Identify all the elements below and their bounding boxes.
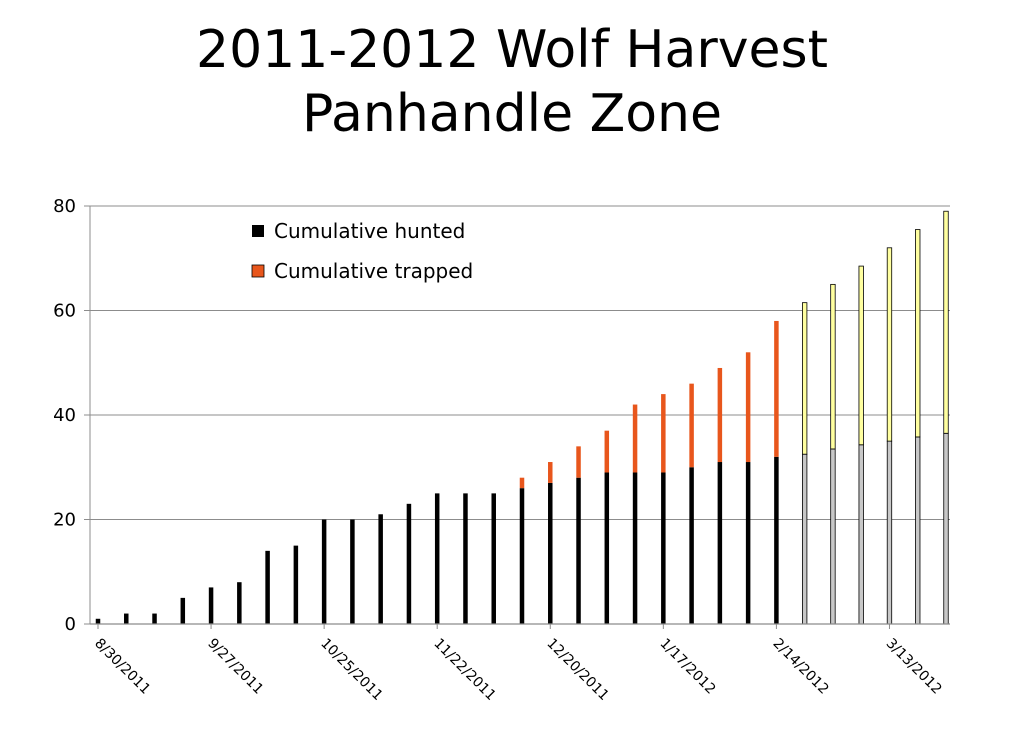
- x-tick-label: 8/30/2011: [91, 636, 153, 698]
- bar-hunted: [830, 448, 836, 625]
- x-tick-label: 11/22/2011: [430, 636, 498, 704]
- bar-hunted: [689, 467, 694, 624]
- bar-trapped: [830, 283, 836, 450]
- bar-trapped: [943, 210, 949, 434]
- y-tick-label: 20: [53, 510, 76, 531]
- chart-title-line-1: 2011-2012 Wolf Harvest: [195, 20, 829, 80]
- bar-trapped: [632, 404, 638, 473]
- chart-title-line-2: Panhandle Zone: [302, 84, 722, 144]
- bar-hunted: [661, 472, 666, 624]
- bar-trapped: [802, 302, 808, 455]
- bar-hunted: [943, 432, 949, 625]
- bar-trapped: [745, 352, 751, 463]
- y-tick-label: 80: [53, 196, 76, 217]
- bar-hunted: [632, 472, 638, 624]
- bar-trapped: [858, 265, 864, 446]
- y-tick-label: 40: [53, 405, 76, 426]
- bar-hunted: [915, 436, 921, 625]
- legend-swatch-hunted: [252, 225, 264, 237]
- bar-hunted: [463, 493, 468, 624]
- x-tick-label: 2/14/2012: [770, 636, 832, 698]
- bar-hunted: [208, 587, 214, 624]
- bar-hunted: [378, 514, 383, 624]
- bar-trapped: [915, 229, 921, 438]
- x-tick-label: 1/17/2012: [657, 636, 719, 698]
- bar-hunted: [745, 462, 751, 624]
- legend-label-trapped: Cumulative trapped: [274, 259, 473, 283]
- bar-hunted: [95, 618, 101, 624]
- bar-trapped: [548, 462, 553, 483]
- bar-hunted: [774, 456, 779, 624]
- x-tick-label: 10/25/2011: [317, 636, 385, 704]
- bar-trapped: [774, 320, 779, 457]
- x-axis-ticks: 8/30/2011 9/27/2011 10/25/2011 11/22/2011 12…: [91, 624, 945, 704]
- bar-hunted: [180, 597, 186, 624]
- bar-hunted: [604, 472, 610, 624]
- bar-hunted: [491, 493, 496, 624]
- bar-hunted: [124, 613, 129, 624]
- bars: [95, 210, 949, 625]
- bar-trapped: [661, 394, 666, 473]
- bar-hunted: [519, 488, 525, 624]
- bar-hunted: [265, 550, 270, 624]
- bar-trapped: [519, 477, 525, 489]
- bar-trapped: [604, 430, 610, 473]
- bar-trapped: [689, 383, 694, 468]
- legend-swatch-trapped: [251, 264, 265, 278]
- x-axis: [89, 206, 950, 625]
- bar-hunted: [152, 613, 157, 624]
- y-axis-ticks: 0 20 40 60 80: [53, 196, 90, 635]
- legend: Cumulative hunted Cumulative trapped: [251, 219, 473, 283]
- bar-hunted: [802, 453, 808, 625]
- bar-hunted: [717, 462, 723, 624]
- bar-hunted: [406, 503, 412, 624]
- bar-hunted: [321, 519, 327, 624]
- bar-hunted: [858, 444, 864, 625]
- bar-hunted: [434, 493, 440, 624]
- bar-trapped: [886, 247, 893, 442]
- bar-hunted: [293, 545, 299, 624]
- y-tick-label: 60: [53, 301, 76, 322]
- legend-label-hunted: Cumulative hunted: [274, 219, 465, 243]
- bar-trapped: [717, 367, 723, 463]
- x-tick-label: 9/27/2011: [204, 636, 266, 698]
- bar-hunted: [576, 477, 581, 624]
- bar-hunted: [886, 440, 893, 625]
- gridlines: [90, 205, 950, 520]
- x-tick-label: 3/13/2012: [883, 636, 945, 698]
- y-tick-label: 0: [65, 614, 76, 635]
- bar-trapped: [576, 446, 581, 478]
- bar-hunted: [350, 519, 355, 624]
- bar-hunted: [237, 582, 242, 624]
- bar-hunted: [548, 482, 553, 624]
- x-tick-label: 12/20/2011: [543, 636, 611, 704]
- chart-title: 2011-2012 Wolf Harvest Panhandle Zone: [0, 18, 1024, 146]
